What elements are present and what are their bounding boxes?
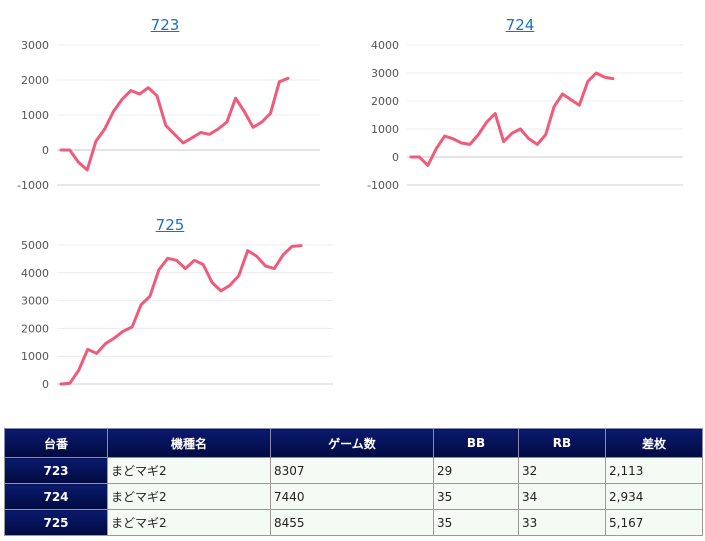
y-tick-label: 3000 xyxy=(371,67,399,80)
y-tick-label: -1000 xyxy=(17,179,49,192)
difference-cell: 2,113 xyxy=(605,457,703,484)
series-line xyxy=(409,71,615,167)
table-row: 725 まどマギ2 8455 35 33 5,167 xyxy=(4,509,703,536)
bb-cell: 29 xyxy=(433,457,519,484)
y-tick-label: 0 xyxy=(42,144,49,157)
difference-cell: 5,167 xyxy=(605,509,703,536)
chart-725: 725 5000 4000 3000 2000 1000 0 xyxy=(0,216,340,401)
y-tick-label: 2000 xyxy=(371,95,399,108)
y-tick-label: 0 xyxy=(392,151,399,164)
y-tick-label: 4000 xyxy=(371,39,399,52)
machine-number-cell[interactable]: 724 xyxy=(4,483,108,510)
header-machine-number: 台番 xyxy=(4,428,108,458)
table-row: 723 まどマギ2 8307 29 32 2,113 xyxy=(4,457,703,484)
y-tick-label: 1000 xyxy=(371,123,399,136)
header-model-name: 機種名 xyxy=(107,428,271,458)
y-tick-label: 1000 xyxy=(21,109,49,122)
header-game-count: ゲーム数 xyxy=(270,428,434,458)
y-tick-label: 4000 xyxy=(21,267,49,280)
y-tick-label: 2000 xyxy=(21,322,49,335)
bb-cell: 35 xyxy=(433,509,519,536)
model-name-cell: まどマギ2 xyxy=(107,509,271,536)
rb-cell: 32 xyxy=(518,457,606,484)
header-difference: 差枚 xyxy=(605,428,703,458)
bb-cell: 35 xyxy=(433,483,519,510)
y-tick-label: 5000 xyxy=(21,239,49,252)
game-count-cell: 8455 xyxy=(270,509,434,536)
y-tick-label: 2000 xyxy=(21,74,49,87)
table-header-row: 台番 機種名 ゲーム数 BB RB 差枚 xyxy=(4,428,703,458)
header-rb: RB xyxy=(518,428,606,458)
rb-cell: 34 xyxy=(518,483,606,510)
chart-title-725[interactable]: 725 xyxy=(155,216,185,234)
rb-cell: 33 xyxy=(518,509,606,536)
model-name-cell: まどマギ2 xyxy=(107,483,271,510)
chart-724: 724 4000 3000 2000 1000 0 -1000 xyxy=(350,16,690,201)
model-name-cell: まどマギ2 xyxy=(107,457,271,484)
series-line xyxy=(59,76,290,172)
chart-title-724[interactable]: 724 xyxy=(505,16,535,34)
difference-cell: 2,934 xyxy=(605,483,703,510)
header-bb: BB xyxy=(433,428,519,458)
y-tick-label: 1000 xyxy=(21,350,49,363)
chart-title-723[interactable]: 723 xyxy=(150,16,180,34)
chart-plot-723: 3000 2000 1000 0 -1000 xyxy=(17,39,320,192)
machine-table: 台番 機種名 ゲーム数 BB RB 差枚 723 まどマギ2 8307 29 3… xyxy=(4,428,703,536)
machine-number-cell[interactable]: 723 xyxy=(4,457,108,484)
game-count-cell: 7440 xyxy=(270,483,434,510)
chart-plot-724: 4000 3000 2000 1000 0 -1000 xyxy=(367,39,683,192)
y-tick-label: 3000 xyxy=(21,39,49,52)
chart-plot-725: 5000 4000 3000 2000 1000 0 xyxy=(21,239,333,391)
table-row: 724 まどマギ2 7440 35 34 2,934 xyxy=(4,483,703,510)
y-tick-label: 3000 xyxy=(21,295,49,308)
y-tick-label: -1000 xyxy=(367,179,399,192)
game-count-cell: 8307 xyxy=(270,457,434,484)
series-line xyxy=(59,244,303,386)
chart-723: 723 3000 2000 1000 0 -1000 xyxy=(0,16,330,201)
y-tick-label: 0 xyxy=(42,378,49,391)
machine-number-cell[interactable]: 725 xyxy=(4,509,108,536)
